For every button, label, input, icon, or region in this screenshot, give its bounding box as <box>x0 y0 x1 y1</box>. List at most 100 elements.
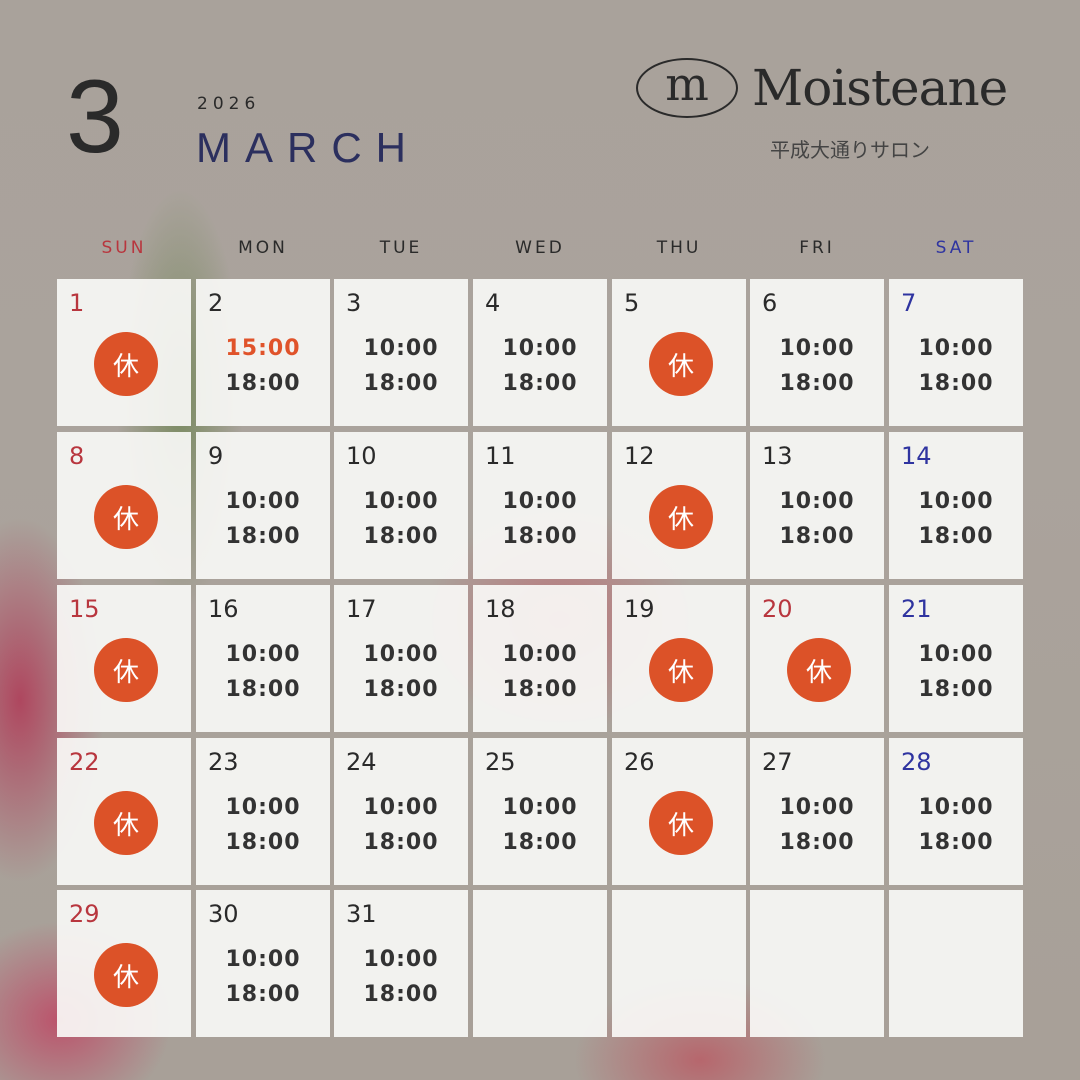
weekday-sat: SAT <box>935 238 977 258</box>
day-number: 9 <box>208 442 224 470</box>
day-number: 1 <box>69 289 85 317</box>
day-number: 26 <box>624 748 655 776</box>
brand-logo: m Moisteane <box>636 58 1008 118</box>
hours: 10:00 18:00 <box>334 484 468 554</box>
closed-badge: 休 <box>649 485 713 549</box>
day-cell: 4 10:00 18:00 <box>473 279 607 426</box>
open-time: 10:00 <box>225 642 301 667</box>
open-time: 10:00 <box>363 795 439 820</box>
close-time: 18:00 <box>779 371 855 396</box>
day-number: 28 <box>901 748 932 776</box>
day-cell: 24 10:00 18:00 <box>334 738 468 885</box>
hours: 10:00 18:00 <box>889 790 1023 860</box>
close-time: 18:00 <box>918 830 994 855</box>
open-time: 10:00 <box>918 795 994 820</box>
weekday-mon: MON <box>238 238 288 258</box>
close-time: 18:00 <box>363 524 439 549</box>
open-time: 10:00 <box>918 642 994 667</box>
open-time: 10:00 <box>363 947 439 972</box>
open-time: 10:00 <box>225 947 301 972</box>
day-cell: 30 10:00 18:00 <box>196 890 330 1037</box>
hours: 10:00 18:00 <box>196 484 330 554</box>
day-number: 24 <box>346 748 377 776</box>
day-cell: 2 15:00 18:00 <box>196 279 330 426</box>
day-cell: 16 10:00 18:00 <box>196 585 330 732</box>
day-cell: 26 休 <box>612 738 746 885</box>
weekday-fri: FRI <box>799 238 835 258</box>
hours: 10:00 18:00 <box>473 790 607 860</box>
day-cell: 10 10:00 18:00 <box>334 432 468 579</box>
hours: 10:00 18:00 <box>334 790 468 860</box>
open-time: 10:00 <box>779 336 855 361</box>
open-time: 10:00 <box>779 489 855 514</box>
day-number: 21 <box>901 595 932 623</box>
day-cell: 3 10:00 18:00 <box>334 279 468 426</box>
close-time: 18:00 <box>779 830 855 855</box>
day-number: 19 <box>624 595 655 623</box>
day-number: 5 <box>624 289 640 317</box>
open-time: 10:00 <box>502 795 578 820</box>
hours: 10:00 18:00 <box>473 637 607 707</box>
day-number: 4 <box>485 289 501 317</box>
day-cell: 17 10:00 18:00 <box>334 585 468 732</box>
close-time: 18:00 <box>363 830 439 855</box>
open-time: 10:00 <box>918 489 994 514</box>
hours: 10:00 18:00 <box>473 484 607 554</box>
day-cell <box>612 890 746 1037</box>
closed-badge: 休 <box>94 332 158 396</box>
closed-badge: 休 <box>649 791 713 855</box>
day-number: 14 <box>901 442 932 470</box>
closed-badge: 休 <box>94 943 158 1007</box>
day-number: 20 <box>762 595 793 623</box>
day-number: 7 <box>901 289 917 317</box>
closed-badge: 休 <box>94 638 158 702</box>
day-number: 13 <box>762 442 793 470</box>
day-number: 18 <box>485 595 516 623</box>
day-cell: 15 休 <box>57 585 191 732</box>
open-time: 10:00 <box>225 795 301 820</box>
day-cell: 20 休 <box>750 585 884 732</box>
weekday-thu: THU <box>656 238 702 258</box>
hours: 10:00 18:00 <box>334 942 468 1012</box>
day-cell: 19 休 <box>612 585 746 732</box>
hours: 10:00 18:00 <box>334 637 468 707</box>
close-time: 18:00 <box>502 371 578 396</box>
day-cell <box>473 890 607 1037</box>
day-number: 12 <box>624 442 655 470</box>
day-cell: 23 10:00 18:00 <box>196 738 330 885</box>
weekday-wed: WED <box>515 238 565 258</box>
day-number: 10 <box>346 442 377 470</box>
day-cell: 27 10:00 18:00 <box>750 738 884 885</box>
day-number: 22 <box>69 748 100 776</box>
day-cell <box>750 890 884 1037</box>
close-time: 18:00 <box>225 524 301 549</box>
day-cell: 7 10:00 18:00 <box>889 279 1023 426</box>
close-time: 18:00 <box>502 524 578 549</box>
close-time: 18:00 <box>502 677 578 702</box>
month-name: MARCH <box>196 124 420 171</box>
closed-badge: 休 <box>649 638 713 702</box>
close-time: 18:00 <box>779 524 855 549</box>
close-time: 18:00 <box>918 371 994 396</box>
weekday-tue: TUE <box>379 238 423 258</box>
hours: 10:00 18:00 <box>889 484 1023 554</box>
hours: 10:00 18:00 <box>889 331 1023 401</box>
day-number: 25 <box>485 748 516 776</box>
day-cell <box>889 890 1023 1037</box>
day-number: 16 <box>208 595 239 623</box>
day-number: 23 <box>208 748 239 776</box>
open-time: 10:00 <box>502 489 578 514</box>
closed-badge: 休 <box>94 485 158 549</box>
close-time: 18:00 <box>225 677 301 702</box>
day-cell: 9 10:00 18:00 <box>196 432 330 579</box>
day-number: 6 <box>762 289 778 317</box>
day-number: 3 <box>346 289 362 317</box>
hours: 10:00 18:00 <box>334 331 468 401</box>
month-number: 3 <box>66 59 124 175</box>
close-time: 18:00 <box>225 371 301 396</box>
open-time: 15:00 <box>225 336 301 361</box>
logo-mark-icon: m <box>636 58 738 118</box>
